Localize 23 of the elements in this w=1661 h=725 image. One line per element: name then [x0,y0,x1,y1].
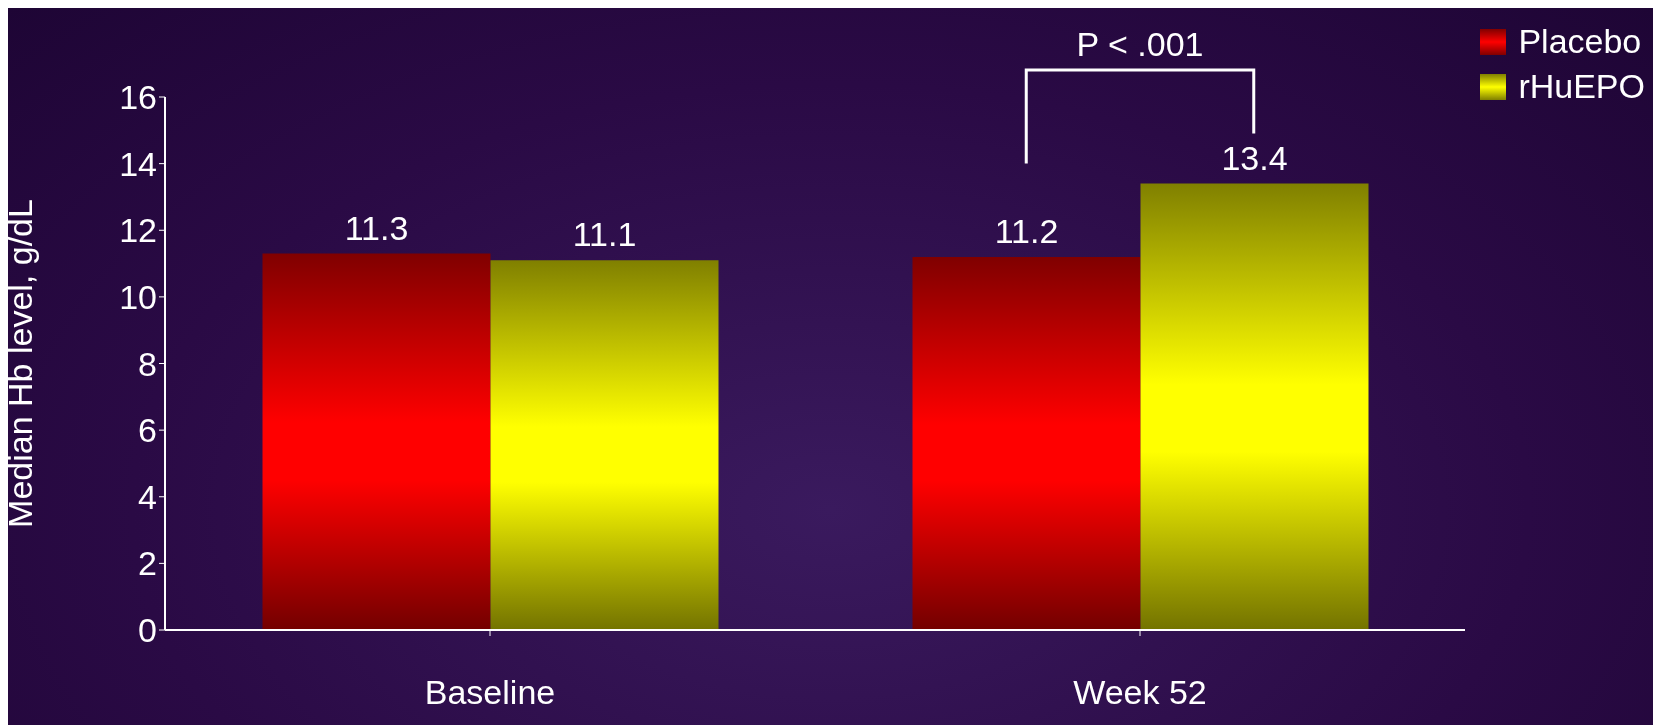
bar [262,253,491,630]
bar [1140,183,1369,630]
y-tick-label: 8 [138,344,157,383]
y-tick-label: 14 [119,144,157,183]
y-tick-label: 2 [138,544,157,583]
y-tick-label: 4 [138,477,157,516]
bar [490,260,719,630]
legend-label: rHuEPO [1518,67,1645,106]
data-label: 13.4 [1221,138,1288,177]
y-tick-label: 6 [138,411,157,450]
y-tick-label: 10 [119,277,157,316]
y-axis-title: Median Hb level, g/dL [1,199,40,528]
legend-label: Placebo [1518,22,1642,61]
data-label: 11.1 [572,215,637,254]
bar [912,256,1141,630]
y-tick-label: 0 [138,611,157,650]
x-tick-label: Week 52 [1073,673,1207,712]
y-tick-label: 12 [119,211,157,250]
x-tick-label: Baseline [424,673,556,712]
y-tick-label: 16 [119,78,157,117]
data-label: 11.2 [994,211,1059,250]
data-label: 11.3 [344,208,409,247]
text: P < .001 [1076,25,1204,63]
